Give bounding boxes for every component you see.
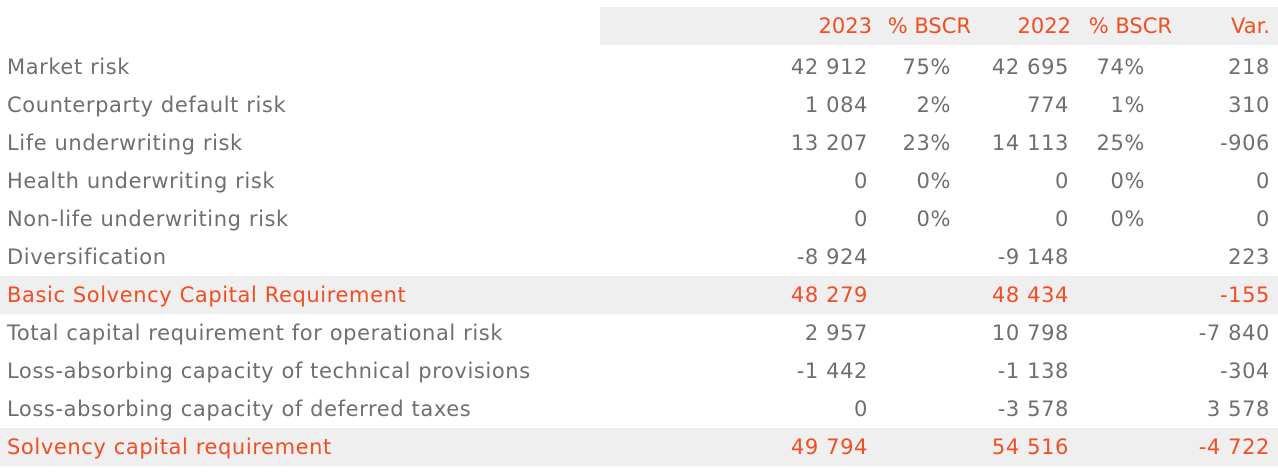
row-value-2022: 0 <box>1055 169 1069 193</box>
row-var: -4 722 <box>1198 435 1270 459</box>
row-label: Basic Solvency Capital Requirement <box>7 283 407 307</box>
row-value-2023: -8 924 <box>796 245 868 269</box>
row-pct-2023: 2% <box>916 93 951 117</box>
row-pct-2022: 0% <box>1110 207 1145 231</box>
row-value-2023: 42 912 <box>790 55 868 79</box>
row-value-2022: 14 113 <box>991 131 1069 155</box>
row-var: -7 840 <box>1198 321 1270 345</box>
header-band <box>600 7 1278 45</box>
row-pct-2022: 1% <box>1110 93 1145 117</box>
row-pct-2023: 0% <box>916 169 951 193</box>
row-value-2023: -1 442 <box>796 359 868 383</box>
header-pct-2023: % BSCR <box>887 14 971 38</box>
row-value-2022: -1 138 <box>997 359 1069 383</box>
row-label: Loss-absorbing capacity of deferred taxe… <box>7 397 472 421</box>
row-pct-2022: 74% <box>1096 55 1145 79</box>
row-value-2022: -3 578 <box>997 397 1069 421</box>
row-label: Life underwriting risk <box>7 131 243 155</box>
row-label: Health underwriting risk <box>7 169 276 193</box>
header-pct-2022: % BSCR <box>1088 14 1172 38</box>
row-value-2022: 42 695 <box>991 55 1069 79</box>
row-label: Market risk <box>7 55 131 79</box>
row-var: -906 <box>1219 131 1270 155</box>
row-var: -304 <box>1219 359 1270 383</box>
row-value-2023: 13 207 <box>790 131 868 155</box>
row-value-2022: 0 <box>1055 207 1069 231</box>
row-var: 0 <box>1256 207 1270 231</box>
row-pct-2023: 75% <box>902 55 951 79</box>
row-value-2023: 48 279 <box>790 283 868 307</box>
row-pct-2023: 23% <box>902 131 951 155</box>
row-value-2023: 0 <box>854 397 868 421</box>
row-label: Total capital requirement for operationa… <box>7 321 504 345</box>
row-value-2022: 48 434 <box>991 283 1069 307</box>
row-var: 218 <box>1228 55 1270 79</box>
row-value-2023: 49 794 <box>790 435 868 459</box>
header-2023: 2023 <box>818 14 872 38</box>
row-value-2022: 774 <box>1027 93 1069 117</box>
row-value-2023: 0 <box>854 207 868 231</box>
row-var: 223 <box>1228 245 1270 269</box>
row-value-2022: -9 148 <box>997 245 1069 269</box>
row-var: -155 <box>1219 283 1270 307</box>
row-var: 3 578 <box>1206 397 1270 421</box>
row-var: 310 <box>1228 93 1270 117</box>
row-value-2022: 54 516 <box>991 435 1069 459</box>
row-value-2023: 1 084 <box>804 93 868 117</box>
row-value-2023: 2 957 <box>804 321 868 345</box>
row-label: Non-life underwriting risk <box>7 207 289 231</box>
row-pct-2022: 25% <box>1096 131 1145 155</box>
band-basic-scr <box>0 276 1278 314</box>
row-label: Diversification <box>7 245 167 269</box>
band-scr <box>0 428 1278 466</box>
header-var: Var. <box>1231 14 1270 38</box>
row-label: Solvency capital requirement <box>7 435 332 459</box>
row-value-2022: 10 798 <box>991 321 1069 345</box>
row-pct-2023: 0% <box>916 207 951 231</box>
row-label: Counterparty default risk <box>7 93 287 117</box>
row-var: 0 <box>1256 169 1270 193</box>
header-2022: 2022 <box>1017 14 1071 38</box>
row-pct-2022: 0% <box>1110 169 1145 193</box>
row-label: Loss-absorbing capacity of technical pro… <box>7 359 531 383</box>
row-value-2023: 0 <box>854 169 868 193</box>
